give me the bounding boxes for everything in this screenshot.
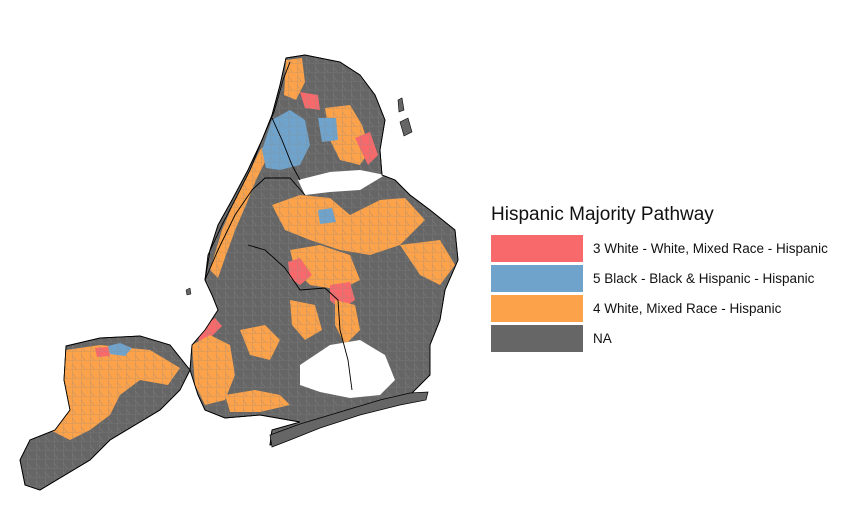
east-river-border	[204, 177, 306, 281]
legend-swatch	[491, 265, 583, 292]
brooklyn-queens-border	[247, 244, 353, 391]
staten-island-tract-lines	[20, 336, 190, 490]
legend-item-black-hispanic: 5 Black - Black & Hispanic - Hispanic	[491, 264, 841, 293]
main-boroughs	[189, 54, 459, 446]
legend-title: Hispanic Majority Pathway	[491, 204, 714, 225]
legend-item-white-mixed-race-hispanic: 4 White, Mixed Race - Hispanic	[491, 294, 841, 323]
legend-label: 5 Black - Black & Hispanic - Hispanic	[593, 271, 815, 286]
legend-swatch	[491, 325, 583, 352]
legend-swatch	[491, 235, 583, 262]
legend: Hispanic Majority Pathway 3 White - Whit…	[491, 204, 841, 354]
manhattan-outline	[204, 61, 291, 281]
staten-island-outline	[19, 335, 191, 491]
legend-item-white-mixed-hispanic: 3 White - White, Mixed Race - Hispanic	[491, 234, 841, 263]
legend-label: 3 White - White, Mixed Race - Hispanic	[593, 241, 828, 256]
map-area	[19, 54, 459, 491]
jamaica-bay	[300, 340, 395, 398]
legend-label: 4 White, Mixed Race - Hispanic	[593, 301, 782, 316]
staten-island	[19, 335, 191, 491]
nyc-map	[19, 54, 459, 491]
legend-item-na: NA	[491, 324, 841, 353]
harlem-river-border	[271, 117, 301, 181]
city-island	[399, 117, 413, 137]
governors-island	[185, 287, 192, 296]
hart-island	[397, 97, 405, 113]
rockaway-peninsula	[269, 391, 429, 448]
legend-label: NA	[593, 331, 612, 346]
flushing-bay	[298, 170, 385, 195]
legend-swatch	[491, 295, 583, 322]
